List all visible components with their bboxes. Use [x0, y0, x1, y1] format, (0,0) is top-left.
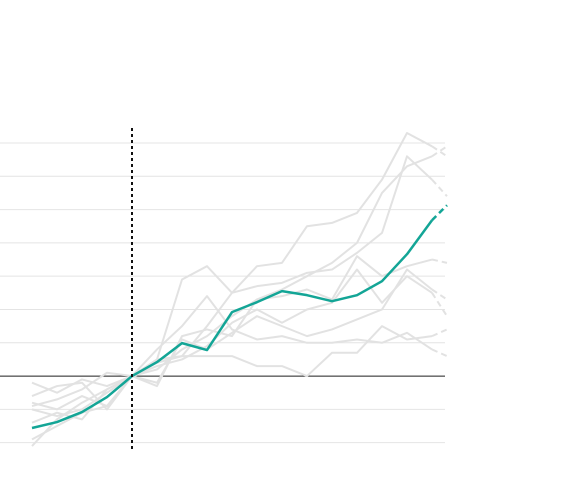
- series-line: [31, 219, 434, 430]
- series-line: [31, 295, 433, 447]
- series-line: [431, 328, 448, 338]
- series-line: [31, 155, 433, 394]
- series-line: [431, 292, 448, 317]
- series-line: [431, 178, 448, 197]
- series-line: [431, 204, 448, 222]
- series-line: [31, 325, 433, 408]
- series-line: [431, 145, 448, 158]
- series-line: [31, 268, 433, 411]
- series-line: [431, 145, 448, 158]
- series-line: [31, 255, 433, 418]
- series-line: [431, 288, 448, 301]
- series-line: [431, 258, 448, 264]
- series-line: [431, 348, 448, 358]
